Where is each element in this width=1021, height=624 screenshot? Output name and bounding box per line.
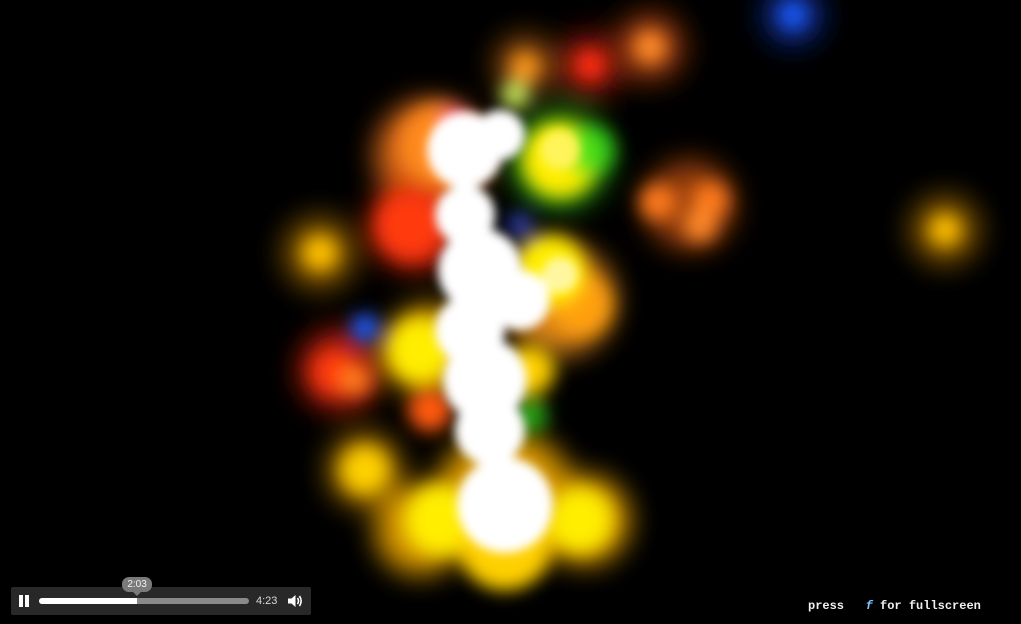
seek-bar[interactable]: 2:03 bbox=[39, 577, 249, 604]
speaker-icon[interactable] bbox=[287, 593, 303, 609]
seek-progress bbox=[39, 598, 138, 604]
player-controls: 2:03 4:23 bbox=[11, 577, 311, 615]
current-time-tooltip: 2:03 bbox=[122, 577, 153, 596]
pause-icon[interactable] bbox=[17, 594, 31, 608]
fullscreen-hint: press f for fullscreen bbox=[808, 599, 981, 613]
hint-prefix: press bbox=[808, 599, 845, 613]
duration-label: 4:23 bbox=[256, 595, 278, 607]
hint-suffix: for fullscreen bbox=[880, 599, 981, 613]
fullscreen-key: f bbox=[865, 599, 873, 613]
